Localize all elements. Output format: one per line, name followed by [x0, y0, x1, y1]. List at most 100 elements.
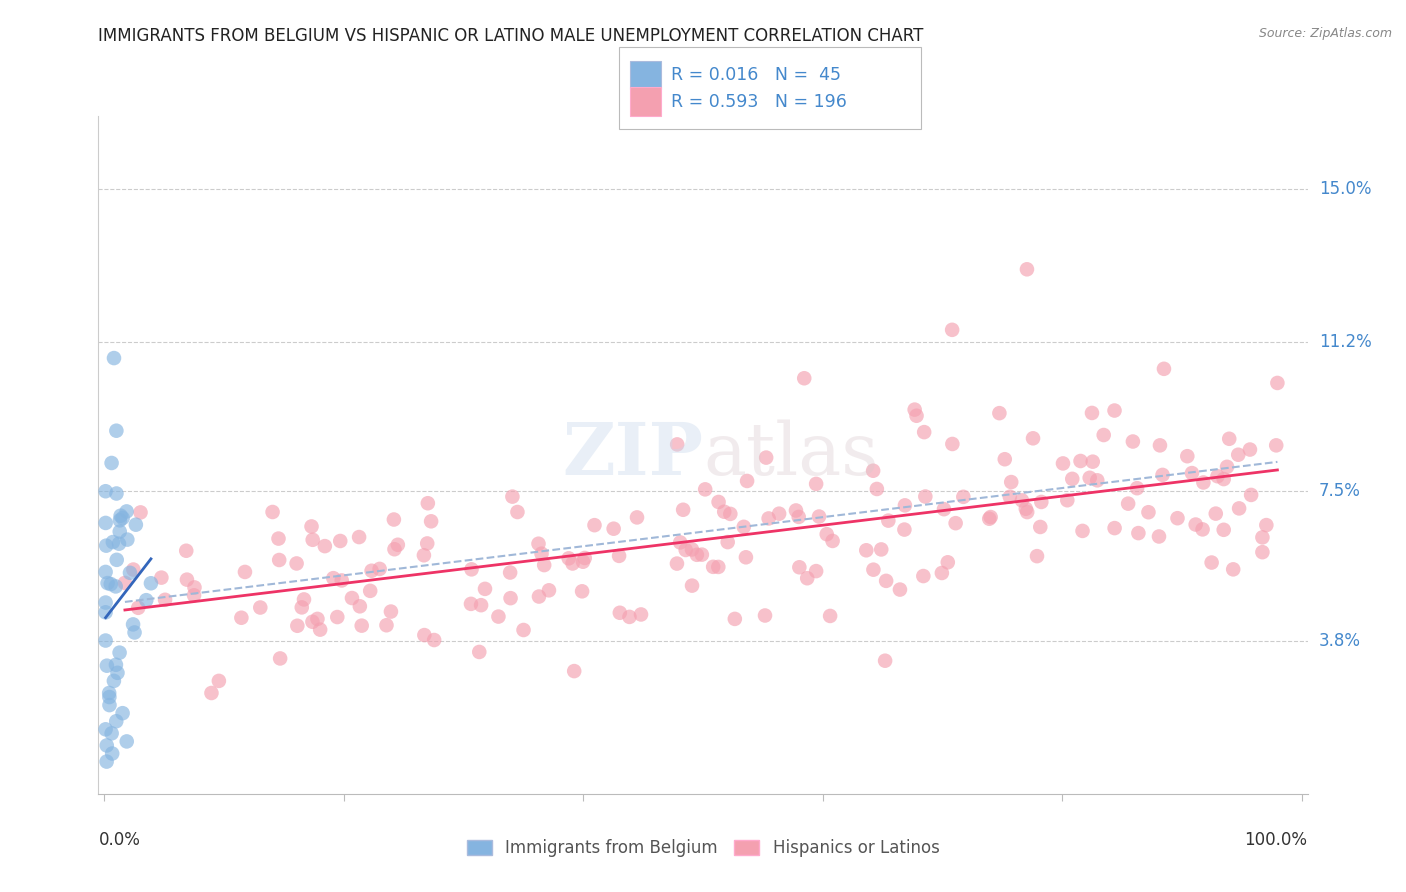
Point: [208, 673, 231, 688]
Point: [855, 543, 877, 558]
Point: [866, 482, 889, 496]
Point: [1062, 472, 1084, 486]
Point: [758, 511, 780, 525]
Point: [412, 548, 434, 562]
Point: [1122, 434, 1144, 449]
Point: [877, 514, 900, 528]
Point: [460, 562, 482, 576]
Point: [368, 562, 391, 576]
Point: [607, 549, 630, 563]
Point: [702, 559, 724, 574]
Point: [501, 490, 523, 504]
Point: [420, 514, 443, 528]
Point: [1149, 438, 1171, 452]
Point: [101, 535, 124, 549]
Point: [285, 557, 308, 571]
Point: [1227, 501, 1250, 516]
Point: [380, 605, 402, 619]
Point: [114, 576, 136, 591]
Point: [460, 597, 482, 611]
Point: [602, 522, 624, 536]
Point: [796, 571, 818, 585]
Point: [183, 581, 205, 595]
Point: [340, 591, 363, 605]
Point: [100, 577, 122, 591]
Point: [499, 591, 522, 606]
Point: [980, 510, 1002, 524]
Point: [115, 504, 138, 518]
Point: [789, 560, 811, 574]
Point: [1031, 495, 1053, 509]
Point: [267, 532, 290, 546]
Point: [695, 483, 717, 497]
Point: [100, 726, 122, 740]
Point: [905, 409, 928, 423]
Point: [488, 609, 510, 624]
Point: [350, 618, 373, 632]
Point: [875, 574, 897, 588]
Point: [262, 505, 284, 519]
Text: atlas: atlas: [703, 419, 879, 491]
Text: IMMIGRANTS FROM BELGIUM VS HISPANIC OR LATINO MALE UNEMPLOYMENT CORRELATION CHAR: IMMIGRANTS FROM BELGIUM VS HISPANIC OR L…: [98, 27, 924, 45]
Point: [1201, 556, 1223, 570]
Point: [537, 583, 560, 598]
Point: [314, 539, 336, 553]
Point: [1070, 454, 1092, 468]
Point: [1092, 428, 1115, 442]
Point: [360, 564, 382, 578]
Point: [936, 555, 959, 569]
Point: [94, 723, 117, 737]
Point: [1052, 457, 1074, 471]
Point: [349, 599, 371, 614]
Point: [183, 588, 205, 602]
Point: [808, 509, 831, 524]
Point: [150, 571, 173, 585]
Point: [94, 516, 117, 530]
Point: [707, 560, 730, 574]
Point: [527, 590, 550, 604]
Point: [506, 505, 529, 519]
Point: [1147, 529, 1170, 543]
Point: [200, 686, 222, 700]
Point: [103, 351, 125, 365]
Point: [713, 505, 735, 519]
Point: [1166, 511, 1188, 525]
Point: [322, 571, 344, 585]
Point: [1029, 520, 1052, 534]
Point: [301, 615, 323, 629]
Point: [1081, 406, 1104, 420]
Point: [787, 509, 810, 524]
Point: [111, 706, 134, 721]
Point: [733, 520, 755, 534]
Point: [233, 565, 256, 579]
Point: [108, 646, 131, 660]
Point: [1026, 549, 1049, 563]
Point: [249, 600, 271, 615]
Point: [804, 564, 827, 578]
Point: [1267, 376, 1289, 390]
Point: [893, 523, 915, 537]
Point: [1104, 403, 1126, 417]
Point: [1265, 438, 1288, 452]
Point: [1085, 473, 1108, 487]
Point: [609, 606, 631, 620]
Point: [666, 437, 689, 451]
Text: 100.0%: 100.0%: [1244, 831, 1308, 849]
Point: [932, 502, 955, 516]
Text: R = 0.593   N = 196: R = 0.593 N = 196: [671, 93, 846, 111]
Point: [301, 519, 323, 533]
Point: [717, 535, 740, 549]
Point: [307, 612, 329, 626]
Point: [1116, 497, 1139, 511]
Point: [1212, 523, 1234, 537]
Point: [375, 618, 398, 632]
Text: 11.2%: 11.2%: [1319, 333, 1371, 351]
Point: [1251, 530, 1274, 544]
Point: [122, 617, 145, 632]
Point: [818, 609, 841, 624]
Point: [301, 533, 323, 547]
Text: 15.0%: 15.0%: [1319, 179, 1371, 198]
Point: [423, 633, 446, 648]
Point: [894, 499, 917, 513]
Point: [572, 555, 595, 569]
